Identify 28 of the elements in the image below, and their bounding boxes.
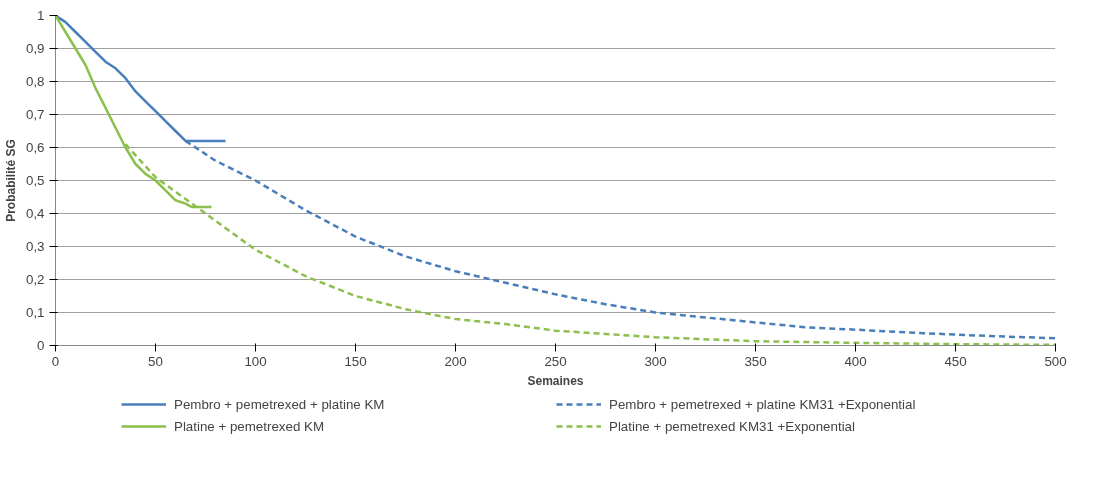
x-axis-title: Semaines: [527, 373, 584, 388]
y-tick-label: 0,7: [25, 107, 45, 122]
x-tick-label: 350: [744, 353, 767, 369]
x-tick-label: 500: [1044, 353, 1067, 369]
y-tick-label: 0,2: [25, 272, 45, 287]
x-tick-label: 400: [844, 353, 867, 369]
x-tick-label: 100: [244, 353, 267, 369]
y-tick-label: 0: [37, 338, 45, 353]
x-tick-label: 200: [444, 353, 467, 369]
x-tick-label: 50: [148, 353, 163, 369]
y-tick-label: 0,4: [25, 206, 46, 221]
y-tick-label: 0,3: [25, 239, 45, 254]
legend-label: Platine + pemetrexed KM31 +Exponential: [609, 418, 856, 434]
y-axis-title: Probabilité SG: [3, 139, 18, 222]
y-tick-label: 0,8: [25, 74, 45, 89]
legend-label: Pembro + pemetrexed + platine KM: [174, 396, 386, 412]
x-tick-label: 300: [644, 353, 667, 369]
y-tick-label: 0,1: [25, 305, 45, 320]
legend-label: Platine + pemetrexed KM: [174, 418, 326, 434]
y-tick-label: 0,9: [25, 41, 45, 56]
y-tick-label: 1: [37, 8, 45, 23]
x-tick-label: 450: [944, 353, 967, 369]
x-tick-label: 0: [51, 353, 60, 369]
x-tick-label: 150: [344, 353, 367, 369]
legend-label: Pembro + pemetrexed + platine KM31 +Exponential: [609, 396, 917, 412]
y-tick-label: 0,5: [25, 173, 45, 188]
y-tick-label: 0,6: [25, 140, 45, 155]
x-tick-label: 250: [544, 353, 567, 369]
